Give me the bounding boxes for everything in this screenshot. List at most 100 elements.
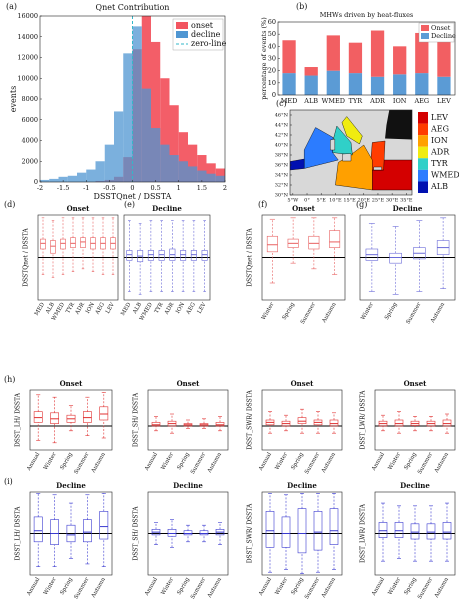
bar-segment <box>282 73 296 95</box>
x-tick-label: Autumn <box>90 576 107 599</box>
x-tick-label: Spring <box>290 576 305 596</box>
axes-frame <box>39 15 226 183</box>
bar-segment <box>370 30 385 77</box>
x-tick-label: WMED <box>322 97 345 105</box>
bar-segment <box>326 35 340 71</box>
hist-bar <box>141 88 151 182</box>
x-axis-label: DSSTQnet / DSSTA <box>94 192 172 201</box>
hist-bar <box>86 169 96 182</box>
x-tick-label: Annual <box>26 452 42 473</box>
x-tick-label: Spring <box>59 451 74 471</box>
x-tick-label: Winter <box>387 576 402 596</box>
x-tick-label: 5°E <box>317 198 327 204</box>
hist-bar <box>197 155 207 182</box>
y-axis-label: DSST_SH/ DSSTA <box>133 506 140 561</box>
colorbar-label: WMED <box>431 171 459 180</box>
x-tick-label: LEV <box>105 301 117 315</box>
box <box>410 523 420 540</box>
x-tick-label: Autumn <box>321 301 338 324</box>
x-tick-label: Annual <box>258 577 274 598</box>
colorbar-cell <box>418 181 428 193</box>
colorbar-cell <box>418 146 428 159</box>
sea-region <box>341 116 363 145</box>
y-axis-label: DSST_LH/ DSSTA <box>15 506 22 561</box>
axes-frame <box>261 491 343 576</box>
x-tick-label: Summer <box>190 576 207 600</box>
box <box>308 235 320 250</box>
legend-label: decline <box>191 30 221 39</box>
y-tick-label: 10 <box>268 79 276 87</box>
chart-title: Onset <box>60 379 84 388</box>
x-tick-label: Winter <box>160 576 175 596</box>
panel-label: (e) <box>124 200 135 209</box>
colorbar-label: TYR <box>431 159 449 168</box>
x-tick-label: 10°E <box>329 198 342 204</box>
axes-frame <box>261 214 346 301</box>
box <box>394 419 404 427</box>
x-tick-label: Annual <box>144 577 160 598</box>
land-outline <box>330 138 336 151</box>
bar-segment <box>437 40 451 77</box>
x-tick-label: Annual <box>258 452 274 473</box>
y-tick-label: 20 <box>268 67 276 75</box>
y-axis-label: DSST_LH/ DSSTA <box>15 392 22 447</box>
x-tick-label: 2 <box>223 184 227 192</box>
axes-frame <box>29 389 113 451</box>
y-axis-label: DSST_LWR/ DSSTA <box>360 503 367 563</box>
box <box>442 522 452 540</box>
bar-segment <box>370 76 385 95</box>
box <box>99 406 109 421</box>
x-tick-label: Spring <box>403 451 418 471</box>
box <box>99 511 109 540</box>
x-tick-label: 1.5 <box>197 184 207 192</box>
box <box>297 508 307 554</box>
panel-label: (g) <box>356 200 367 209</box>
chart-title: Onset <box>177 379 201 388</box>
x-tick-label: 1 <box>177 184 181 192</box>
colorbar-label: AEG <box>430 124 449 133</box>
hist-bar <box>114 111 124 182</box>
hist-bar <box>188 144 198 182</box>
x-tick-label: AEG <box>94 302 106 317</box>
sea-region <box>335 144 373 191</box>
box <box>151 422 161 427</box>
map-body <box>290 110 412 195</box>
box <box>60 238 66 250</box>
chart-title: Decline <box>393 204 423 213</box>
y-tick-label: 36°N <box>275 163 289 169</box>
x-tick-label: LEV <box>197 301 209 315</box>
x-tick-label: Summer <box>190 451 207 475</box>
x-tick-label: ADR <box>74 301 86 316</box>
hist-bar <box>104 144 114 182</box>
colorbar-cell <box>418 158 428 170</box>
x-tick-label: ION <box>393 97 407 105</box>
box <box>442 419 452 427</box>
axes-frame <box>277 21 456 96</box>
x-tick-label: Autumn <box>320 576 337 599</box>
y-tick-label: 12000 <box>17 54 38 62</box>
y-tick-label: 60 <box>268 18 276 26</box>
x-tick-label: 15°E <box>343 198 356 204</box>
box <box>378 522 388 538</box>
y-tick-label: 40°N <box>275 143 289 149</box>
panel-label: (h) <box>4 375 15 384</box>
chart-title: Decline <box>56 481 86 490</box>
x-tick-label: Winter <box>274 451 289 471</box>
hist-bar <box>58 176 68 182</box>
x-tick-label: AEG <box>413 97 429 105</box>
x-tick-label: Spring <box>59 576 74 596</box>
box <box>50 412 59 424</box>
x-tick-label: ION <box>175 302 186 315</box>
y-tick-label: 0 <box>34 178 38 186</box>
axes-frame <box>147 389 229 451</box>
box <box>313 511 323 551</box>
panel-label: (c) <box>276 99 287 108</box>
hist-bar <box>49 178 59 182</box>
chart-title: Decline <box>173 481 203 490</box>
x-tick-label: 5°W <box>287 198 299 204</box>
y-tick-label: 30 <box>268 55 276 63</box>
hist-bar <box>40 179 50 182</box>
box <box>297 417 307 424</box>
box <box>394 522 404 538</box>
